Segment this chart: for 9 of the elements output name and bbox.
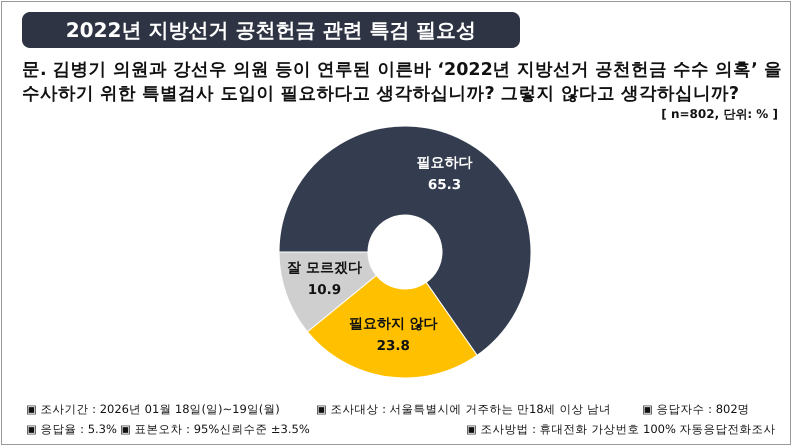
annotation: ▣ 조사대상 : 서울특별시에 거주하는 만18세 이상 남녀: [316, 402, 611, 417]
annotation: [ n=802, 단위: % ]: [661, 106, 778, 123]
annotation: ▣ 조사기간 : 2026년 01월 18일(일)~19일(월): [26, 402, 280, 417]
subtitle: 문. 김병기 의원과 강선우 의원 등이 연루된 이른바 ‘2022년 지방선거 공천헌금 수수 의혹’ 을 수사하기 위한 특별검사 도입이 필요하다고 생각하십니까? 그렇지 않다고 생각하십니까?: [22, 59, 782, 106]
annotation: ▣ 표본오차 : 95%신뢰수준 ±3.5%: [120, 422, 310, 437]
annotation: ▣ 조사방법 : 휴대전화 가상번호 100% 자동응답전화조사: [466, 422, 776, 437]
annotation: ▣ 응답율 : 5.3%: [26, 422, 117, 437]
annotation: ▣ 응답자수 : 802명: [642, 402, 750, 417]
title: 2022년 지방선거 공천헌금 관련 특검 필요성: [22, 12, 520, 48]
